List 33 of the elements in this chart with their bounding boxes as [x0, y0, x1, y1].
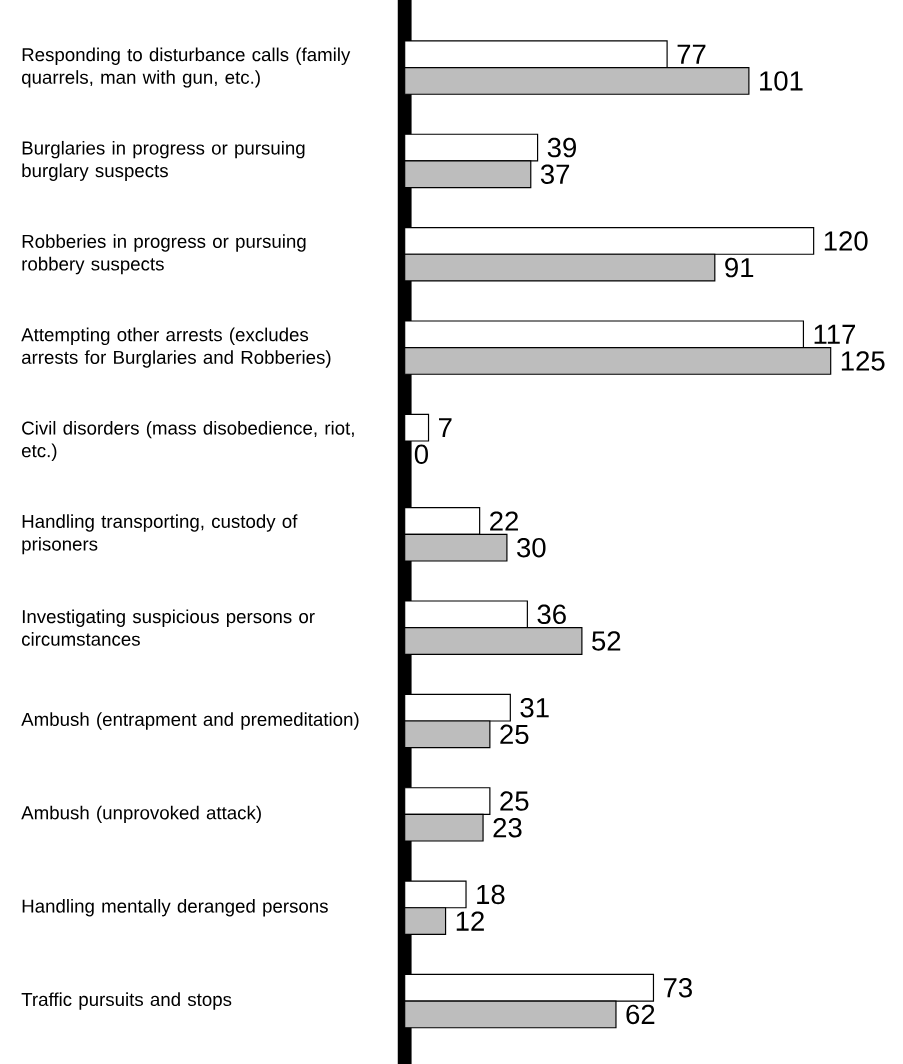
y-tick-label: Investigating suspicious persons or circumstances	[21, 609, 315, 646]
data-label: 23	[493, 817, 522, 838]
data-label: 101	[760, 71, 803, 91]
data-label: 22	[490, 511, 518, 531]
data-label: 31	[520, 697, 549, 718]
y-tick-label: Handling transporting, custody of prisoners	[22, 514, 298, 555]
data-label: 7	[438, 418, 452, 438]
y-tick-label: Ambush (unprovoked attack)	[21, 805, 261, 824]
y-tick-label: Civil disorders (mass disobedience, riot, etc.)	[21, 420, 354, 461]
data-label: 0	[414, 444, 428, 465]
data-label: 25	[500, 791, 529, 811]
data-label: 37	[540, 164, 570, 184]
y-tick-label: Robberies in progress or pursuing robbery suspects	[22, 234, 306, 275]
y-tick-label: Responding to disturbance calls (family quarrels, man with gun, etc.)	[21, 47, 351, 88]
data-label: 39	[547, 137, 576, 158]
y-tick-label: Traffic pursuits and stops	[21, 992, 232, 1010]
data-label: 18	[477, 884, 505, 905]
data-label: 36	[537, 604, 566, 625]
data-label: 62	[626, 1004, 655, 1025]
data-label: 91	[725, 257, 754, 278]
data-label: 120	[824, 231, 868, 251]
y-tick-label: Attempting other arrests (excludes arrests for Burglaries and Robberies)	[21, 327, 331, 368]
data-label: 73	[663, 978, 692, 998]
data-label: 25	[500, 724, 529, 745]
data-label: 30	[517, 537, 546, 558]
y-tick-label: Burglaries in progress or pursuing burglary suspects	[22, 140, 305, 181]
data-label: 125	[841, 351, 885, 371]
y-tick-label: Handling mentally deranged persons	[22, 899, 328, 917]
data-label: 117	[814, 324, 855, 344]
data-label: 12	[456, 911, 484, 931]
data-label: 52	[592, 631, 621, 651]
y-tick-label: Ambush (entrapment and premeditation)	[21, 712, 359, 730]
data-label: 77	[677, 44, 706, 64]
